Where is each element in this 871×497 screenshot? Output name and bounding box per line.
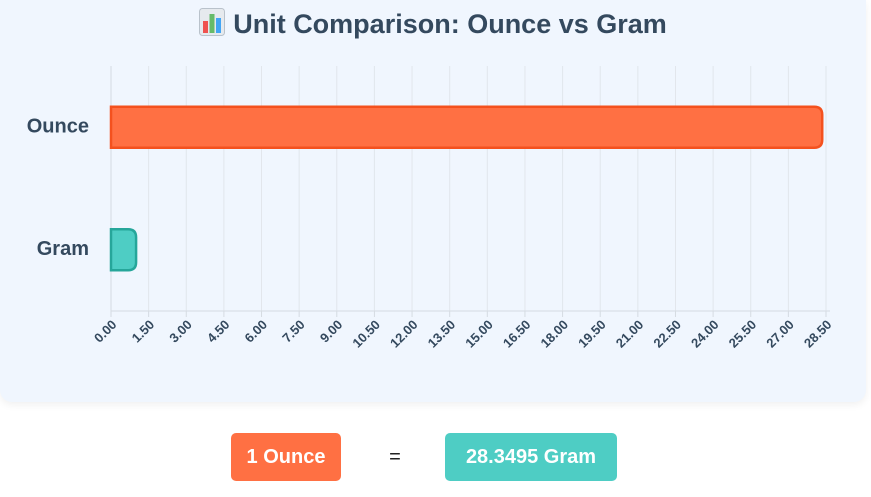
chart-title: Unit Comparison: Ounce vs Gram: [233, 9, 667, 39]
x-tick-label: 19.50: [575, 317, 609, 351]
x-tick-label: 4.50: [204, 317, 233, 346]
x-tick-label: 9.00: [317, 317, 346, 346]
bar-gram: [109, 228, 138, 272]
x-tick-label: 3.00: [166, 317, 195, 346]
bar-chart: 0.00 1.50 3.00 4.50 6.00 7.50 9.00 10.50 12.00 13…: [27, 66, 835, 351]
x-tick-label: 22.50: [650, 317, 684, 351]
x-tick-label: 24.00: [688, 317, 722, 351]
x-tick-label: 10.50: [349, 317, 383, 351]
x-tick-label: 25.50: [726, 317, 760, 351]
to-unit-badge: 28.3495 Gram: [445, 433, 617, 481]
from-unit-badge: 1 Ounce: [231, 433, 341, 481]
x-tick-label: 15.00: [462, 317, 496, 351]
x-tick-label: 18.00: [538, 317, 572, 351]
x-tick-label: 16.50: [500, 317, 534, 351]
x-tick-label: 27.00: [763, 317, 797, 351]
equals-sign: =: [389, 446, 401, 468]
x-tick-label: 7.50: [279, 317, 308, 346]
x-tick-label: 28.50: [801, 317, 835, 351]
bar-ounce: [109, 105, 824, 149]
chart-title-row: Unit Comparison: Ounce vs Gram: [0, 8, 866, 43]
x-tick-label: 0.00: [91, 317, 120, 346]
bar-chart-icon: [199, 8, 226, 43]
x-tick-label: 1.50: [129, 317, 158, 346]
conversion-result: 1 Ounce = 28.3495 Gram: [0, 433, 871, 481]
y-category-label: Gram: [37, 238, 89, 260]
x-tick-label: 13.50: [425, 317, 459, 351]
x-tick-label: 6.00: [242, 317, 271, 346]
x-tick-label: 12.00: [387, 317, 421, 351]
chart-card: Unit Comparison: Ounce vs Gram 0.00 1.50 3…: [0, 0, 866, 402]
x-tick-label: 21.00: [613, 317, 647, 351]
y-category-label: Ounce: [27, 116, 89, 138]
